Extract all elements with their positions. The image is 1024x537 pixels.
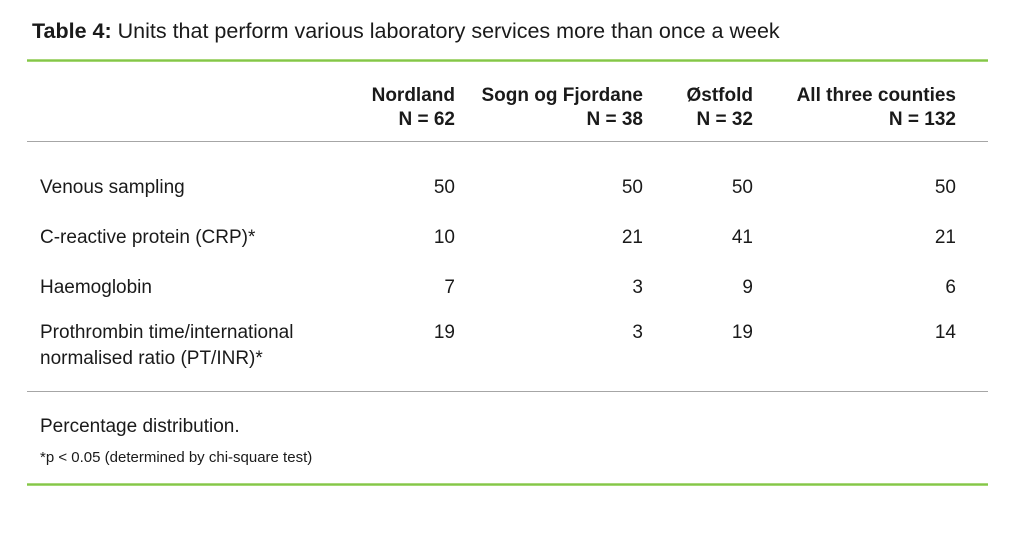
cell-value: 50 — [731, 177, 753, 198]
bottom-green-divider — [27, 483, 988, 486]
footnote-significance: *p < 0.05 (determined by chi-square test… — [40, 449, 313, 466]
cell-value: 9 — [742, 277, 753, 298]
cell-value: 41 — [731, 227, 753, 248]
column-n: N = 132 — [888, 109, 956, 130]
table-row: Venous sampling 50 50 50 50 — [27, 175, 988, 201]
column-name: Østfold — [686, 85, 754, 106]
column-header-nordland: Nordland N = 62 — [340, 84, 455, 132]
table-number-label: Table 4: — [32, 19, 112, 43]
column-header-sogn-og-fjordane: Sogn og Fjordane N = 38 — [455, 84, 644, 132]
cell-value: 3 — [632, 322, 643, 343]
column-n: N = 62 — [398, 109, 455, 130]
cell-value: 21 — [621, 227, 643, 248]
column-header-all-three-counties: All three counties N = 132 — [753, 84, 956, 132]
table-header-row: Nordland N = 62 Sogn og Fjordane N = 38 … — [27, 62, 988, 142]
footnote-percentage-distribution: Percentage distribution. — [40, 416, 240, 437]
column-name: Nordland — [371, 85, 455, 106]
cell-value: 19 — [433, 322, 455, 343]
column-name: Sogn og Fjordane — [481, 85, 644, 106]
cell-value: 6 — [945, 277, 956, 298]
cell-value: 14 — [934, 322, 956, 343]
top-green-divider — [27, 59, 988, 62]
row-label: C-reactive protein (CRP)* — [40, 227, 256, 248]
cell-value: 19 — [731, 322, 753, 343]
column-n: N = 38 — [586, 109, 643, 130]
row-label: Haemoglobin — [40, 277, 152, 298]
header-spacer — [27, 84, 340, 132]
cell-value: 50 — [934, 177, 956, 198]
table-row: C-reactive protein (CRP)* 10 21 41 21 — [27, 225, 988, 251]
column-n: N = 32 — [696, 109, 753, 130]
cell-value: 21 — [934, 227, 956, 248]
cell-value: 7 — [444, 277, 455, 298]
table-row: Haemoglobin 7 3 9 6 — [27, 275, 988, 301]
cell-value: 3 — [632, 277, 643, 298]
row-label: Prothrombin time/international normalise… — [40, 322, 294, 369]
table-body: Venous sampling 50 50 50 50 C-reactive p… — [27, 175, 988, 372]
table-row: Prothrombin time/international normalise… — [27, 320, 988, 372]
table-bottom-divider — [27, 391, 988, 392]
cell-value: 50 — [621, 177, 643, 198]
column-name: All three counties — [796, 85, 956, 106]
row-label: Venous sampling — [40, 177, 185, 198]
cell-value: 10 — [433, 227, 455, 248]
table-caption: Units that perform various laboratory se… — [111, 19, 780, 43]
table-title: Table 4: Units that perform various labo… — [32, 17, 988, 45]
column-header-ostfold: Østfold N = 32 — [643, 84, 754, 132]
cell-value: 50 — [433, 177, 455, 198]
document-page: Table 4: Units that perform various labo… — [27, 17, 988, 486]
